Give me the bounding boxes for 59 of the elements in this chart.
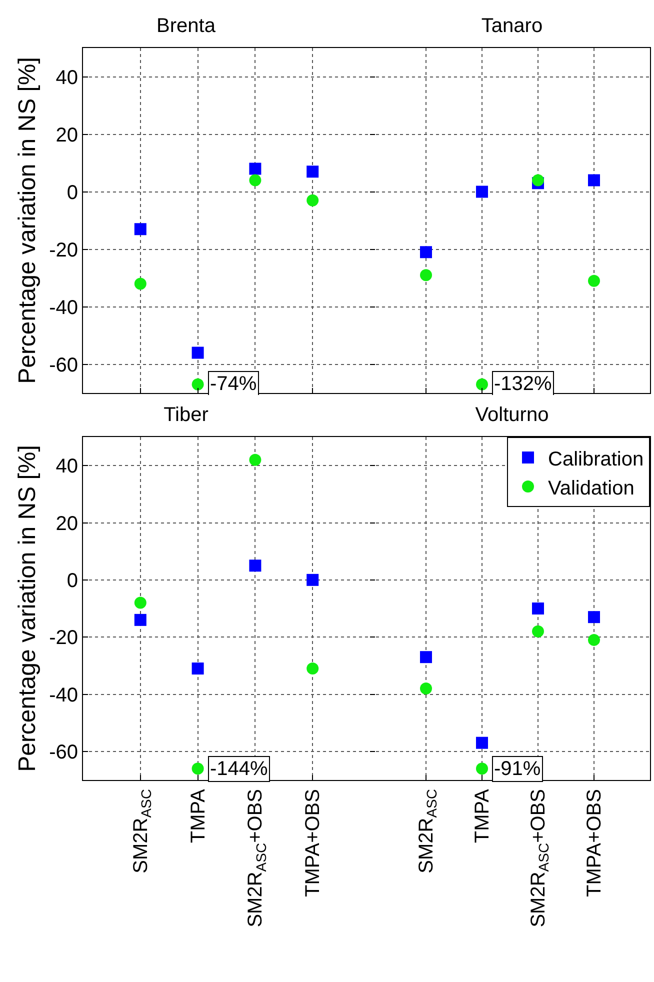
y-tick-label: -60 [49,354,78,376]
point [532,625,544,638]
chart-title: Tanaro [481,15,543,37]
annotation: -144% [210,758,268,780]
y-tick-label: -40 [49,684,78,706]
point [249,454,262,466]
point [420,651,432,664]
point [306,662,319,675]
point [476,762,488,775]
point [134,614,146,626]
point [192,346,204,359]
legend-label: Validation [548,477,634,500]
y-axis-title: Percentage variation in NS [%] [14,57,42,384]
y-tick-label: -60 [49,741,78,764]
point [134,596,146,609]
y-tick-label: -20 [49,239,78,262]
point [134,223,146,236]
annotation: -91% [494,758,541,780]
point [249,174,262,186]
y-tick-label: -20 [49,627,78,650]
y-tick-label: 40 [56,66,78,89]
point [476,378,488,390]
point [420,246,432,258]
point [192,662,204,675]
point [476,736,488,749]
point [249,560,262,572]
point [532,174,544,186]
point [306,166,319,178]
x-tick-label: TMPA [187,788,210,844]
chart-title: Brenta [156,15,216,37]
y-tick-label: 20 [56,512,78,535]
y-axis-title: Percentage variation in NS [%] [14,445,42,772]
chart-title: Volturno [475,404,549,426]
point [192,378,204,390]
point [588,274,600,287]
point [476,186,488,198]
x-tick-label: TMPA+OBS [302,789,324,897]
y-tick-label: 0 [66,570,78,592]
legend-label: Calibration [548,448,644,470]
x-tick-label: TMPA [472,788,494,844]
y-tick-label: 0 [66,182,78,204]
chart-title: Tiber [164,404,209,426]
x-tick-label: TMPA+OBS [584,789,606,897]
point [134,278,146,290]
point [420,269,432,282]
point [588,611,600,624]
point [306,194,319,206]
point [588,634,600,646]
point [306,574,319,586]
annotation: -132% [494,373,552,395]
y-tick-label: -40 [49,296,78,319]
y-tick-label: 40 [56,456,78,478]
point [532,602,544,614]
y-tick-label: 20 [56,124,78,146]
point [420,682,432,695]
point [249,162,262,175]
annotation: -74% [210,373,257,395]
point [588,174,600,186]
point [192,762,204,775]
